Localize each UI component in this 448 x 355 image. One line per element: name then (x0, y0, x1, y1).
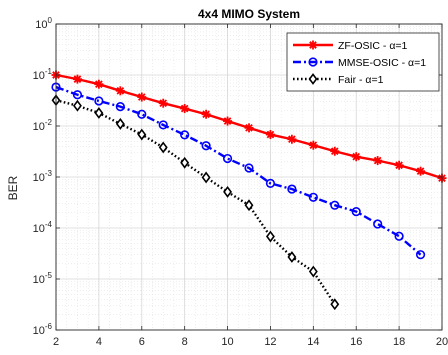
data-point (394, 231, 404, 241)
data-point (287, 251, 297, 263)
data-point (180, 156, 190, 169)
data-point (137, 92, 147, 102)
data-point (330, 146, 340, 156)
data-point (244, 123, 254, 133)
series-0 (51, 70, 447, 183)
data-point (415, 250, 426, 260)
data-point (223, 185, 233, 198)
x-tick-label: 18 (393, 336, 405, 348)
data-point (308, 140, 318, 150)
x-tick-label: 6 (139, 336, 145, 348)
data-point (265, 130, 275, 140)
data-point (351, 206, 361, 217)
data-point (373, 156, 383, 166)
data-point (244, 163, 254, 173)
x-tick-label: 4 (96, 336, 102, 348)
axes: 2 4 6 8 10 12 14 16 18 20 10-6 10-5 10-4 10-3 10-2 10-1… (33, 16, 448, 348)
data-point (137, 128, 147, 141)
x-tick-label: 14 (307, 336, 319, 348)
data-point (265, 230, 275, 243)
legend: ZF-OSIC - α=1 MMSE-OSIC - α=1 Fair - α=1 (286, 32, 440, 92)
y-tick-label: 10-4 (33, 220, 53, 235)
data-point (180, 104, 190, 114)
data-point (223, 116, 233, 126)
x-tick-label: 8 (182, 336, 188, 348)
series-line (55, 99, 336, 305)
data-point (115, 117, 125, 130)
data-point (201, 109, 211, 119)
data-point (287, 134, 297, 144)
data-point (330, 200, 340, 210)
x-tick-label: 20 (436, 336, 448, 348)
y-tick-label: 10-5 (33, 271, 53, 286)
data-point (222, 153, 233, 164)
series-1 (51, 82, 426, 260)
legend-marker (308, 73, 318, 85)
x-tick-label: 12 (264, 336, 276, 348)
data-point (308, 265, 318, 278)
data-point (72, 90, 83, 100)
y-tick-label: 10-2 (33, 118, 53, 133)
y-tick-label: 10-6 (33, 322, 53, 337)
data-point (115, 102, 125, 112)
data-point (158, 120, 168, 130)
legend-label: Fair - α=1 (338, 74, 384, 86)
legend-marker (308, 57, 318, 67)
data-point (158, 141, 168, 154)
legend-marker (308, 40, 318, 50)
data-point (94, 79, 104, 89)
data-point (308, 192, 318, 202)
data-point (394, 160, 404, 170)
data-point (115, 86, 125, 96)
data-point (201, 171, 211, 184)
y-tick-label: 10-1 (33, 67, 53, 82)
data-point (265, 178, 276, 188)
data-point (72, 74, 82, 84)
data-point (180, 130, 190, 140)
data-point (416, 166, 426, 176)
data-point (94, 96, 104, 106)
data-point (158, 98, 168, 108)
data-point (244, 199, 254, 212)
x-tick-label: 10 (221, 336, 233, 348)
chart-title: 4x4 MIMO System (198, 7, 300, 21)
series-layer (51, 70, 447, 311)
data-point (137, 109, 147, 119)
legend-label: ZF-OSIC - α=1 (338, 40, 408, 52)
series-2 (51, 94, 340, 311)
y-tick-label: 10-3 (33, 169, 53, 184)
data-point (330, 298, 340, 311)
data-point (72, 99, 82, 112)
data-point (351, 152, 361, 162)
y-tick-label: 100 (35, 16, 52, 31)
data-point (94, 107, 104, 119)
x-tick-label: 16 (350, 336, 362, 348)
data-point (287, 184, 297, 194)
data-point (373, 219, 383, 229)
y-axis-title: BER (6, 175, 20, 200)
legend-label: MMSE-OSIC - α=1 (338, 57, 426, 69)
data-point (201, 141, 211, 151)
x-tick-label: 2 (53, 336, 59, 348)
grid (55, 23, 443, 331)
series-line (55, 85, 422, 256)
